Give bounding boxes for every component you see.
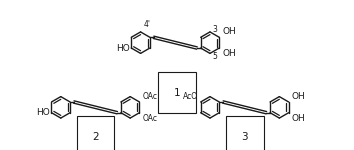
Text: 3: 3 [241, 132, 248, 142]
Text: OAc: OAc [142, 92, 157, 100]
Text: 2: 2 [92, 132, 99, 142]
Text: OH: OH [222, 27, 236, 36]
Text: OAc: OAc [142, 114, 157, 123]
Text: HO: HO [36, 108, 50, 117]
Text: OH: OH [291, 114, 305, 123]
Text: OH: OH [222, 50, 236, 58]
Text: HO: HO [116, 44, 130, 52]
Text: 1: 1 [174, 88, 180, 98]
Text: OH: OH [291, 92, 305, 100]
Text: 3: 3 [213, 25, 217, 34]
Text: 5: 5 [213, 52, 217, 61]
Text: AcO: AcO [183, 92, 198, 100]
Text: 4': 4' [144, 20, 151, 29]
